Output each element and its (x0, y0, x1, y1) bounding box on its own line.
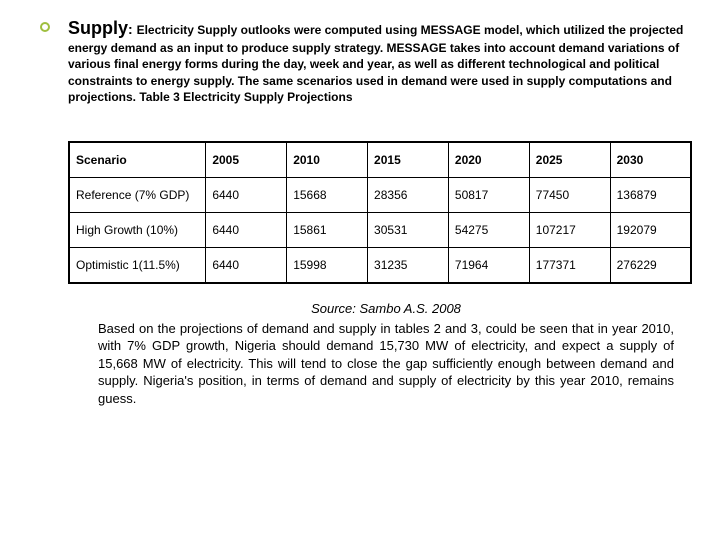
col-header: 2030 (610, 142, 691, 178)
table-row: Optimistic 1(11.5%) 6440 15998 31235 719… (69, 248, 691, 284)
table-cell: 50817 (448, 178, 529, 213)
table-cell: 6440 (206, 248, 287, 284)
col-header: 2010 (287, 142, 368, 178)
col-header: 2015 (368, 142, 449, 178)
table-cell: 276229 (610, 248, 691, 284)
heading-title: Supply (68, 18, 128, 38)
table-cell: 177371 (529, 248, 610, 284)
table-cell: High Growth (10%) (69, 213, 206, 248)
bullet-icon (40, 22, 50, 32)
table-cell: 136879 (610, 178, 691, 213)
table-cell: 30531 (368, 213, 449, 248)
table-cell: 192079 (610, 213, 691, 248)
table-cell: 6440 (206, 213, 287, 248)
table-header-row: Scenario 2005 2010 2015 2020 2025 2030 (69, 142, 691, 178)
table-cell: Optimistic 1(11.5%) (69, 248, 206, 284)
table-cell: 71964 (448, 248, 529, 284)
heading-block: Supply: Electricity Supply outlooks were… (68, 16, 692, 105)
table-cell: 28356 (368, 178, 449, 213)
table-cell: 15998 (287, 248, 368, 284)
projections-table: Scenario 2005 2010 2015 2020 2025 2030 R… (68, 141, 692, 284)
col-header: 2025 (529, 142, 610, 178)
source-block: Source: Sambo A.S. 2008 Based on the pro… (68, 300, 692, 407)
col-header: Scenario (69, 142, 206, 178)
col-header: 2020 (448, 142, 529, 178)
table-cell: 77450 (529, 178, 610, 213)
table-row: Reference (7% GDP) 6440 15668 28356 5081… (69, 178, 691, 213)
table-cell: 54275 (448, 213, 529, 248)
table-cell: 31235 (368, 248, 449, 284)
col-header: 2005 (206, 142, 287, 178)
table-cell: Reference (7% GDP) (69, 178, 206, 213)
table-cell: 15668 (287, 178, 368, 213)
table-cell: 15861 (287, 213, 368, 248)
table-cell: 107217 (529, 213, 610, 248)
heading-colon: : (128, 21, 137, 37)
source-citation: Source: Sambo A.S. 2008 (98, 300, 674, 318)
table-cell: 6440 (206, 178, 287, 213)
source-paragraph: Based on the projections of demand and s… (98, 320, 674, 408)
table-row: High Growth (10%) 6440 15861 30531 54275… (69, 213, 691, 248)
heading-body: Electricity Supply outlooks were compute… (68, 23, 683, 104)
